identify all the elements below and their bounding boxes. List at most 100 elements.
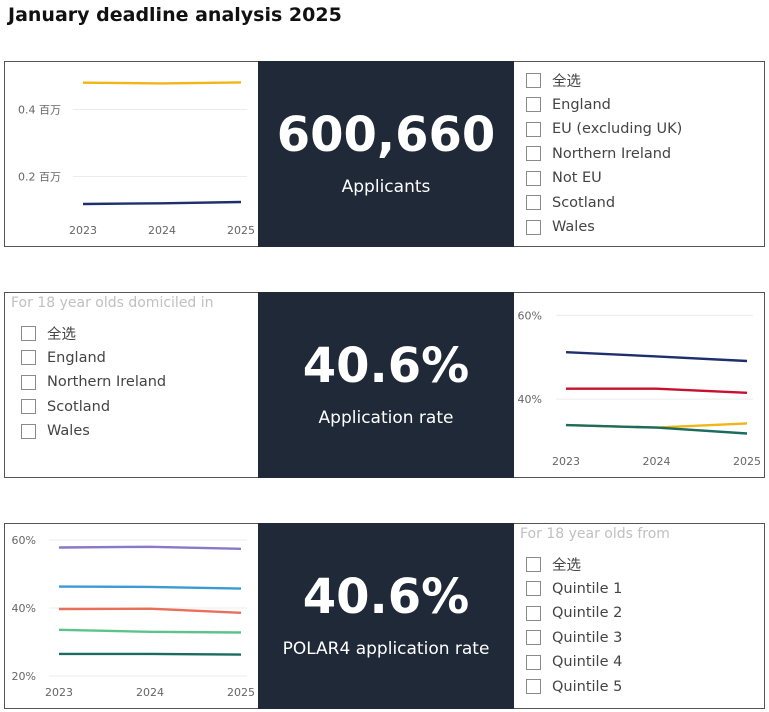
x-tick-label: 2023 <box>45 686 73 699</box>
y-tick-label: 20% <box>12 670 36 683</box>
slicer-option-label: Northern Ireland <box>552 145 672 162</box>
checkbox[interactable] <box>526 121 541 137</box>
y-tick-label: 0.2 百万 <box>18 171 61 184</box>
checkbox[interactable] <box>526 219 541 235</box>
checkbox[interactable] <box>21 399 36 415</box>
slicer-header: For 18 year olds domiciled in <box>11 295 214 311</box>
slicer-header: For 18 year olds from <box>520 526 670 542</box>
slicer-option-label: 全选 <box>552 73 581 90</box>
polar4-trend-chart: 20% 40% 60% 2023 2024 2025 <box>4 523 260 709</box>
application-rate-kpi-card: 40.6% Application rate <box>258 292 514 478</box>
slicer-option[interactable]: 全选 <box>526 68 682 93</box>
checkbox[interactable] <box>526 97 541 113</box>
applicants-kpi-card: 600,660 Applicants <box>258 61 514 247</box>
x-tick-label: 2023 <box>552 455 580 468</box>
slicer-option-label: EU (excluding UK) <box>552 121 683 138</box>
slicer-option[interactable]: Quintile 1 <box>526 577 622 602</box>
slicer-option[interactable]: England <box>21 346 166 371</box>
checkbox[interactable] <box>526 146 541 162</box>
checkbox[interactable] <box>526 72 541 88</box>
checkbox[interactable] <box>21 350 36 366</box>
slicer-option-label: Quintile 2 <box>552 605 623 622</box>
slicer-option-label: Quintile 3 <box>552 629 623 646</box>
checkbox[interactable] <box>526 630 541 646</box>
checkbox[interactable] <box>21 423 36 439</box>
kpi-label: POLAR4 application rate <box>282 639 490 659</box>
series-line <box>565 423 748 435</box>
checkbox[interactable] <box>526 170 541 186</box>
x-tick-label: 2024 <box>136 686 164 699</box>
slicer-option-label: England <box>552 96 611 113</box>
polar4-kpi-card: 40.6% POLAR4 application rate <box>258 523 514 709</box>
slicer-option[interactable]: Scotland <box>526 191 682 216</box>
applicants-trend-chart: 0.2 百万 0.4 百万 2023 2024 2025 <box>4 61 260 247</box>
y-tick-label: 60% <box>518 309 542 322</box>
application-rate-chart-svg: 40% 60% 2023 2024 2025 <box>518 309 761 468</box>
checkbox[interactable] <box>526 195 541 211</box>
kpi-value: 40.6% <box>302 569 470 625</box>
slicer-option[interactable]: Quintile 5 <box>526 675 622 700</box>
kpi-label: Application rate <box>318 408 454 428</box>
slicer-option-label: Northern Ireland <box>47 374 167 391</box>
slicer-option[interactable]: Wales <box>526 215 682 240</box>
series-line <box>58 545 242 550</box>
slicer-option[interactable]: Quintile 2 <box>526 601 622 626</box>
page-title: January deadline analysis 2025 <box>8 4 342 26</box>
slicer-option-label: Wales <box>552 219 595 236</box>
y-tick-label: 40% <box>12 602 36 615</box>
slicer-option[interactable]: EU (excluding UK) <box>526 117 682 142</box>
slicer-option-label: 全选 <box>47 326 76 343</box>
checkbox[interactable] <box>526 581 541 597</box>
slicer-option-label: 全选 <box>552 557 581 574</box>
x-tick-label: 2025 <box>227 224 255 237</box>
slicer-option[interactable]: Wales <box>21 419 166 444</box>
x-tick-label: 2024 <box>148 224 176 237</box>
kpi-label: Applicants <box>341 177 431 197</box>
checkbox[interactable] <box>21 374 36 390</box>
slicer-option-label: Quintile 1 <box>552 580 623 597</box>
checkbox[interactable] <box>526 679 541 695</box>
slicer-option[interactable]: Not EU <box>526 166 682 191</box>
series-line <box>58 585 242 590</box>
series-line <box>59 652 242 656</box>
series-line <box>58 607 242 614</box>
application-rate-trend-chart: 40% 60% 2023 2024 2025 <box>514 292 765 478</box>
slicer-option-label: Quintile 4 <box>552 654 623 671</box>
x-tick-label: 2024 <box>643 455 671 468</box>
series-line <box>82 200 242 206</box>
slicer-option[interactable]: Northern Ireland <box>21 370 166 395</box>
slicer-option[interactable]: 全选 <box>526 552 622 577</box>
checkbox[interactable] <box>526 556 541 572</box>
x-tick-label: 2025 <box>227 686 255 699</box>
slicer-option-label: Scotland <box>47 398 111 415</box>
kpi-value: 40.6% <box>302 338 470 394</box>
domicile-region-slicer: 全选 England EU (excluding UK) Northern Irela… <box>514 61 765 247</box>
x-tick-label: 2023 <box>69 224 97 237</box>
checkbox[interactable] <box>21 325 36 341</box>
slicer-option-label: England <box>47 349 106 366</box>
series-line <box>566 387 748 394</box>
x-tick-label: 2025 <box>733 455 761 468</box>
slicer-option[interactable]: Scotland <box>21 395 166 420</box>
slicer-option[interactable]: Northern Ireland <box>526 142 682 167</box>
y-tick-label: 60% <box>12 534 36 547</box>
checkbox[interactable] <box>526 605 541 621</box>
applicants-chart-svg: 0.2 百万 0.4 百万 2023 2024 2025 <box>18 81 255 237</box>
slicer-option[interactable]: Quintile 4 <box>526 650 622 675</box>
slicer-option-label: Wales <box>47 423 90 440</box>
y-tick-label: 40% <box>518 393 542 406</box>
slicer-option[interactable]: 全选 <box>21 321 166 346</box>
slicer-option[interactable]: England <box>526 93 682 118</box>
slicer-option-label: Scotland <box>552 194 616 211</box>
slicer-option-label: Quintile 5 <box>552 678 623 695</box>
domicile-slicer: For 18 year olds domiciled in 全选 England N… <box>4 292 260 478</box>
series-line <box>565 351 748 363</box>
series-line <box>58 628 242 634</box>
checkbox[interactable] <box>526 654 541 670</box>
polar4-chart-svg: 20% 40% 60% 2023 2024 2025 <box>12 534 255 699</box>
polar4-quintile-slicer: For 18 year olds from 全选 Quintile 1 Quinti… <box>514 523 765 709</box>
series-line <box>82 81 242 85</box>
slicer-option[interactable]: Quintile 3 <box>526 626 622 651</box>
y-tick-label: 0.4 百万 <box>18 104 61 117</box>
slicer-option-label: Not EU <box>552 170 602 187</box>
